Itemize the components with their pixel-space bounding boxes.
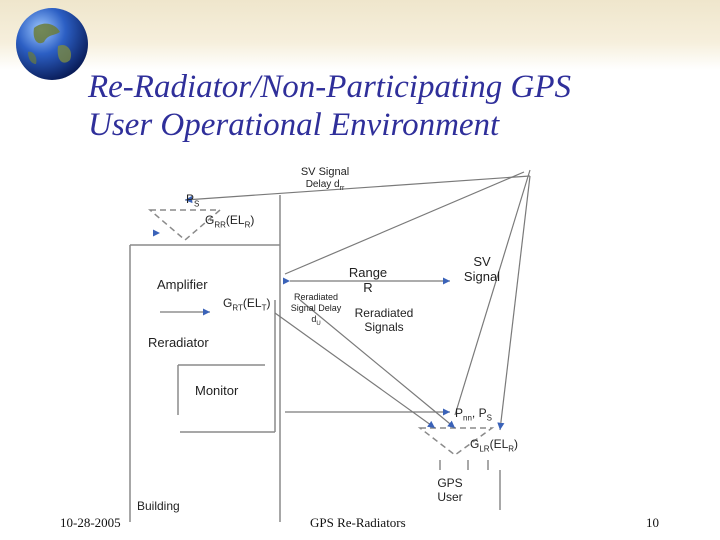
page-number: 10 — [646, 515, 659, 530]
world-map-banner — [0, 0, 720, 70]
sv-signal-label: SV Signal — [463, 254, 501, 284]
reradiator-label: Reradiator — [148, 335, 209, 350]
sv-signal-delay-label: SV Signal Delay drr — [300, 166, 350, 192]
footer-date: 10-28-2005 — [60, 515, 121, 530]
title-line-2: User Operational Environment — [88, 107, 500, 143]
glr-label: GLR(ELR) — [470, 437, 519, 454]
monitor-label: Monitor — [195, 383, 239, 398]
sv-signal-arrow — [497, 175, 531, 431]
range-label: Range R — [348, 265, 388, 295]
reradiated-signals-label: Reradiated Signals — [354, 306, 414, 334]
pnn-ps-label: Pnn, PS — [455, 406, 492, 423]
gps-user-label: GPS User — [437, 476, 463, 504]
ps-label: PS — [186, 192, 200, 209]
footer-title: GPS Re-Radiators — [310, 515, 406, 530]
grr-label: GRR(ELR) — [205, 213, 255, 230]
grt-label: GRT(ELT) — [223, 296, 271, 313]
globe-icon — [16, 8, 88, 80]
slide-title: Re-Radiator/Non-Participating GPS User O… — [88, 68, 708, 144]
building-label: Building — [137, 499, 180, 513]
title-line-1: Re-Radiator/Non-Participating GPS — [88, 69, 572, 105]
amplifier-label: Amplifier — [157, 277, 208, 292]
sv-signal-delay-arrow — [184, 175, 531, 204]
reradiated-signal-arrow — [274, 312, 436, 429]
reradiated-signal-delay-label: Reradiated Signal Delay dU — [290, 292, 342, 327]
